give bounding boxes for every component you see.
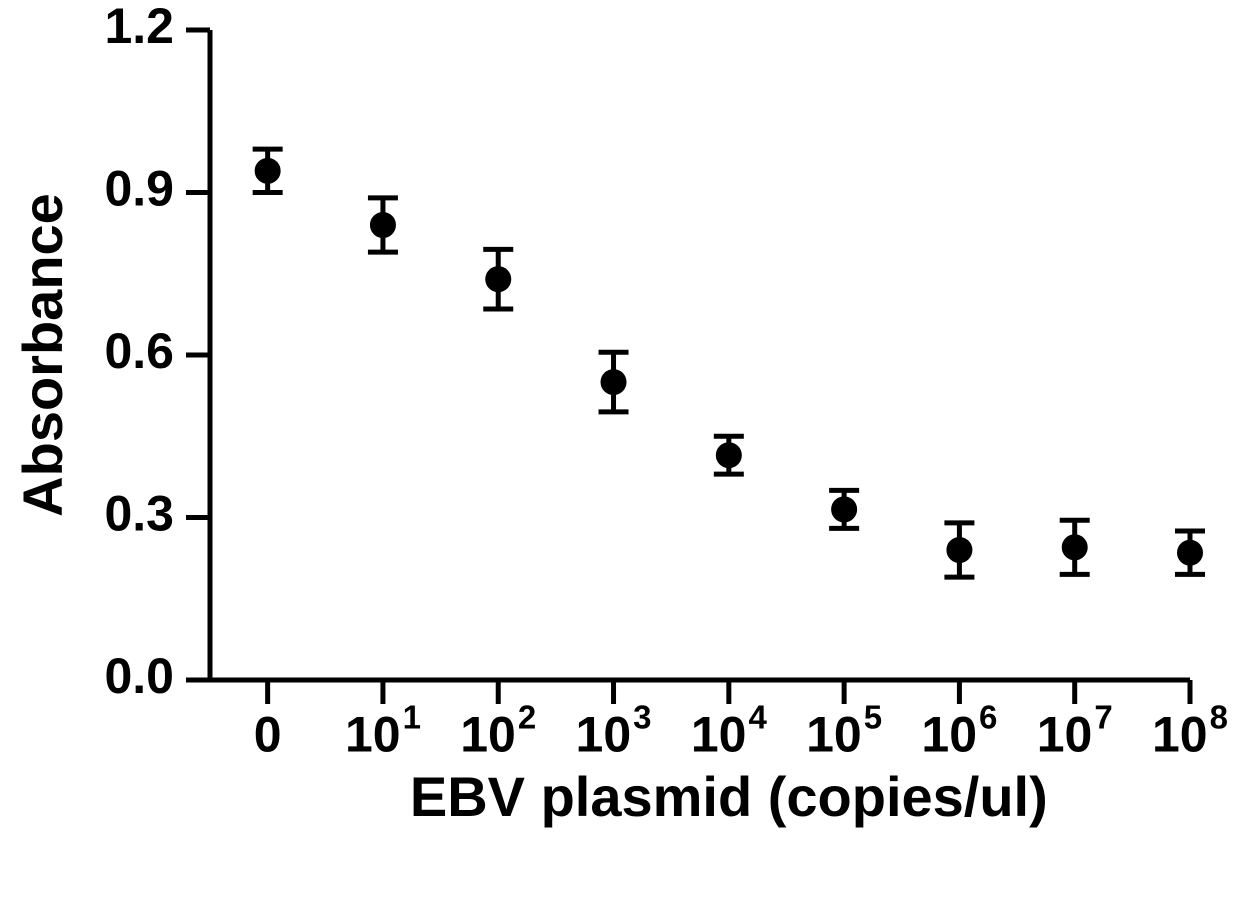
x-tick-label: 102 [460, 699, 536, 763]
y-tick-label: 0.9 [104, 161, 174, 217]
x-axis-title: EBV plasmid (copies/ul) [410, 765, 1048, 828]
y-tick-label: 1.2 [104, 0, 174, 54]
x-tick-label: 101 [345, 699, 421, 763]
data-point [832, 497, 856, 521]
x-tick-label: 103 [576, 699, 652, 763]
x-tick-label: 0 [254, 707, 282, 763]
chart-container: 0.0 0.3 0.6 0.9 1.2 0 101 102 103 104 105 106 107 108… [0, 0, 1236, 900]
y-axis-title: Absorbance [11, 193, 74, 517]
y-tick-label: 0.6 [104, 323, 174, 379]
data-point [486, 267, 510, 291]
data-point [602, 370, 626, 394]
data-point [947, 538, 971, 562]
data-point [1063, 535, 1087, 559]
data-point [717, 443, 741, 467]
x-tick-label: 105 [806, 699, 882, 763]
x-tick-label: 108 [1152, 699, 1228, 763]
y-tick-label: 0.3 [104, 486, 174, 542]
x-tick-label: 107 [1037, 699, 1113, 763]
x-tick-label: 106 [921, 699, 997, 763]
data-point [256, 159, 280, 183]
data-point [1178, 541, 1202, 565]
data-point [371, 213, 395, 237]
x-tick-label: 104 [691, 699, 768, 763]
y-tick-label: 0.0 [104, 648, 174, 704]
scatter-chart: 0.0 0.3 0.6 0.9 1.2 0 101 102 103 104 105 106 107 108… [0, 0, 1236, 900]
